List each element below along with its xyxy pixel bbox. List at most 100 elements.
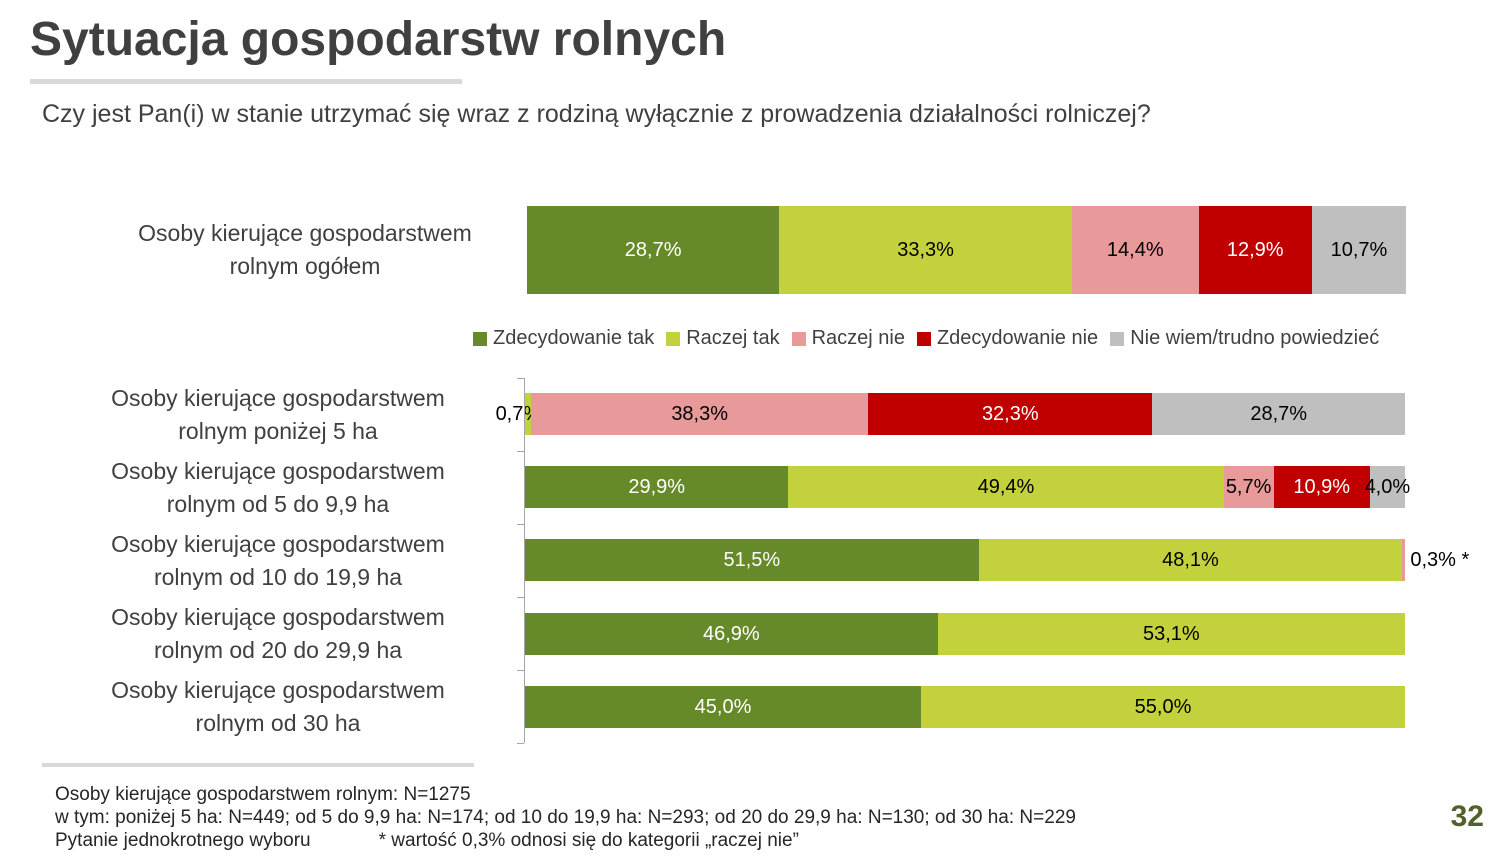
footer-sample-total: Osoby kierujące gospodarstwem rolnym: N=… <box>55 784 471 805</box>
row-label-line1: Osoby kierujące gospodarstwem <box>111 458 445 484</box>
legend-swatch <box>791 331 806 346</box>
row-label-5-9ha: Osoby kierujące gospodarstwem rolnym od … <box>68 455 488 521</box>
axis-tick <box>517 743 524 744</box>
footer-question-type-text: Pytanie jednokrotnego wyboru <box>55 830 311 851</box>
row-label-line2: rolnym poniżej 5 ha <box>178 418 378 444</box>
data-label: 45,0% <box>694 695 752 718</box>
row-label-line2: rolnym od 30 ha <box>195 710 361 736</box>
data-label: 0,7% <box>495 402 542 425</box>
footer-sample-breakdown: w tym: poniżej 5 ha: N=449; od 5 do 9,9 … <box>55 807 1076 828</box>
bar-below-5ha: 0,7% 38,3% 32,3% 28,7% <box>496 393 1405 435</box>
axis-tick <box>517 670 524 671</box>
page-title: Sytuacja gospodarstw rolnych <box>30 13 727 66</box>
segment-nie-wiem: 28,7% <box>1152 393 1405 435</box>
data-label: 49,4% <box>977 475 1035 498</box>
legend-label: Zdecydowanie nie <box>936 327 1099 349</box>
legend-label: Nie wiem/trudno powiedzieć <box>1130 327 1380 349</box>
footer-question-type: Pytanie jednokrotnego wyboru * wartość 0,… <box>55 829 1076 852</box>
question-subtitle: Czy jest Pan(i) w stanie utrzymać się wr… <box>42 100 1151 128</box>
row-label-20-29ha: Osoby kierujące gospodarstwem rolnym od … <box>68 601 488 667</box>
axis-tick <box>517 451 524 452</box>
bar-30ha: 45,0% 55,0% <box>525 686 1405 728</box>
category-axis-line <box>524 378 525 743</box>
segment-nie-wiem: 4,0% <box>1365 466 1410 508</box>
row-label-line2: rolnym ogółem <box>229 253 381 279</box>
data-label: 51,5% <box>723 548 781 571</box>
data-label: 46,9% <box>703 622 760 645</box>
segment-zdecydowanie-nie: 12,9% <box>1198 206 1312 294</box>
legend-label: Zdecydowanie tak <box>493 327 655 349</box>
row-label-line1: Osoby kierujące gospodarstwem <box>111 677 445 703</box>
data-label: 55,0% <box>1134 695 1192 718</box>
data-label: 38,3% <box>671 402 729 425</box>
data-label: 28,7% <box>624 238 682 261</box>
segment-zdecydowanie-tak: 46,9% <box>525 613 938 655</box>
legend-swatch <box>1110 331 1125 346</box>
segment-zdecydowanie-nie: 32,3% <box>868 393 1153 435</box>
segment-raczej-tak: 33,3% <box>779 206 1072 294</box>
segment-raczej-tak: 48,1% <box>978 539 1403 581</box>
segment-zdecydowanie-tak: 45,0% <box>525 686 921 728</box>
legend-swatch <box>473 331 487 346</box>
data-label: 12,9% <box>1226 238 1284 261</box>
legend-swatch <box>666 331 681 346</box>
row-label-line2: rolnym od 20 do 29,9 ha <box>153 637 403 663</box>
legend-swatch <box>916 331 931 346</box>
data-label: 10,9% <box>1293 475 1351 498</box>
axis-tick <box>517 524 524 525</box>
data-label: 32,3% <box>981 402 1039 425</box>
row-label-line1: Osoby kierujące gospodarstwem <box>111 604 445 630</box>
segment-raczej-tak: 49,4% <box>788 466 1224 508</box>
axis-tick <box>517 597 524 598</box>
legend-item-raczej-nie: Raczej nie <box>791 327 905 350</box>
segment-raczej-nie: 0,3% * <box>1402 539 1469 581</box>
title-underline <box>30 79 462 84</box>
segment-raczej-nie: 14,4% <box>1071 206 1199 294</box>
bar-5-9ha: 29,9% 49,4% 5,7% 10,9% 4,0% <box>525 466 1410 508</box>
segment-raczej-tak: 0,7% <box>496 393 541 435</box>
legend-item-raczej-tak: Raczej tak <box>666 327 780 350</box>
segment-zdecydowanie-tak: 28,7% <box>527 206 780 294</box>
data-label: 14,4% <box>1106 238 1164 261</box>
row-label-line2: rolnym od 5 do 9,9 ha <box>166 491 390 517</box>
data-label: 0,3% * <box>1410 548 1470 571</box>
segment-raczej-tak: 53,1% <box>937 613 1405 655</box>
row-label-total: Osoby kierujące gospodarstwem rolnym ogó… <box>95 217 515 283</box>
bar-20-29ha: 46,9% 53,1% <box>525 613 1405 655</box>
segment-zdecydowanie-tak: 29,9% <box>525 466 789 508</box>
row-label-10-19ha: Osoby kierujące gospodarstwem rolnym od … <box>68 528 488 594</box>
legend-item-zdecydowanie-nie: Zdecydowanie nie <box>916 327 1099 350</box>
legend-item-zdecydowanie-tak: Zdecydowanie tak <box>473 327 654 350</box>
chart-legend: Zdecydowanie tak Raczej tak Raczej nie Z… <box>473 327 1379 350</box>
row-label-below-5ha: Osoby kierujące gospodarstwem rolnym pon… <box>68 382 488 448</box>
segment-raczej-tak: 55,0% <box>921 686 1405 728</box>
footer-notes: Osoby kierujące gospodarstwem rolnym: N=… <box>55 783 1076 852</box>
row-label-line1: Osoby kierujące gospodarstwem <box>111 385 445 411</box>
data-label: 4,0% <box>1364 475 1411 498</box>
segment-zdecydowanie-nie: 10,9% <box>1273 466 1370 508</box>
bar-10-19ha: 51,5% 48,1% 0,3% * <box>525 539 1469 581</box>
axis-tick <box>517 378 524 379</box>
legend-item-nie-wiem: Nie wiem/trudno powiedzieć <box>1110 327 1379 350</box>
data-label: 10,7% <box>1330 238 1388 261</box>
row-label-line2: rolnym od 10 do 19,9 ha <box>153 564 403 590</box>
data-label: 48,1% <box>1162 548 1219 571</box>
row-label-line1: Osoby kierujące gospodarstwem <box>138 220 472 246</box>
bar-total: 28,7% 33,3% 14,4% 12,9% 10,7% <box>527 206 1406 294</box>
data-label: 28,7% <box>1250 402 1308 425</box>
data-label: 29,9% <box>628 475 686 498</box>
legend-label: Raczej tak <box>686 327 780 349</box>
segment-zdecydowanie-tak: 51,5% <box>525 539 979 581</box>
legend-label: Raczej nie <box>811 327 905 349</box>
data-label: 5,7% <box>1225 475 1272 498</box>
page-number: 32 <box>1450 800 1484 833</box>
segment-raczej-nie: 38,3% <box>531 393 869 435</box>
row-label-line1: Osoby kierujące gospodarstwem <box>111 531 445 557</box>
data-label: 33,3% <box>897 238 954 261</box>
segment-nie-wiem: 10,7% <box>1311 206 1406 294</box>
footer-asterisk-note: * wartość 0,3% odnosi się do kategorii „… <box>378 830 799 851</box>
footer-divider <box>42 763 474 767</box>
segment-raczej-nie: 5,7% <box>1223 466 1274 508</box>
row-label-30ha: Osoby kierujące gospodarstwem rolnym od … <box>68 674 488 740</box>
data-label: 53,1% <box>1142 622 1200 645</box>
